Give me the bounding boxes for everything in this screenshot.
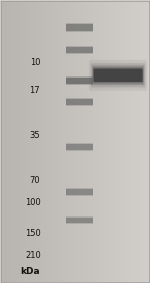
FancyBboxPatch shape (91, 63, 146, 87)
Bar (66, 188, 93, 196)
FancyBboxPatch shape (94, 68, 143, 82)
Text: 150: 150 (26, 229, 41, 237)
FancyBboxPatch shape (92, 65, 144, 85)
Bar (66, 216, 93, 224)
Bar (66, 23, 93, 32)
Text: 100: 100 (26, 198, 41, 207)
Bar (66, 143, 93, 151)
Text: 17: 17 (30, 86, 40, 95)
Bar (66, 47, 93, 53)
FancyBboxPatch shape (93, 67, 143, 83)
Bar (66, 76, 93, 85)
Bar (66, 24, 93, 31)
Text: 70: 70 (30, 176, 40, 185)
Text: 210: 210 (26, 251, 41, 260)
Bar (66, 218, 93, 223)
FancyBboxPatch shape (89, 60, 147, 91)
Text: 10: 10 (30, 58, 40, 67)
Text: 35: 35 (30, 131, 40, 140)
Bar (66, 189, 93, 195)
Bar (66, 78, 93, 84)
Bar (66, 99, 93, 105)
Bar (66, 98, 93, 106)
Bar (66, 144, 93, 150)
Text: kDa: kDa (21, 267, 40, 276)
Bar (66, 46, 93, 54)
